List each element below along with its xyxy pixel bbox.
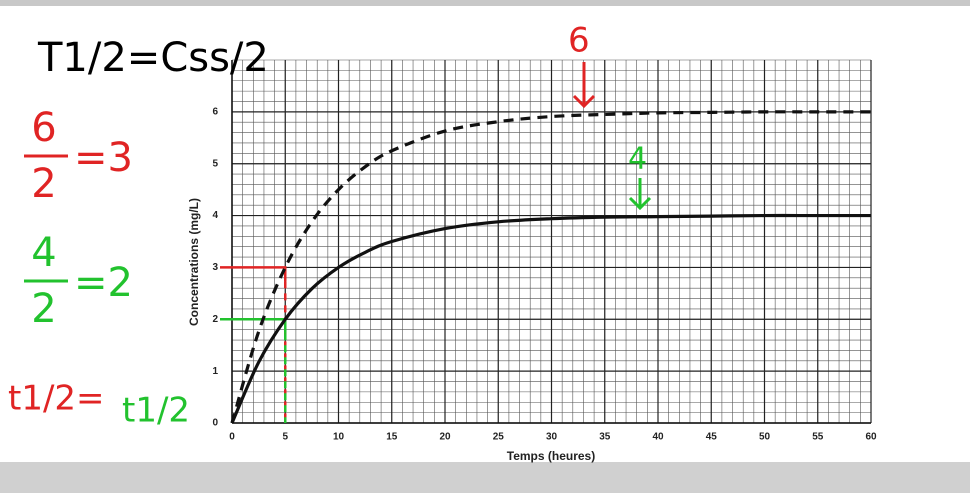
bottom-border bbox=[0, 462, 970, 493]
annotation-6: 6 bbox=[568, 21, 590, 61]
x-tick-label: 15 bbox=[386, 432, 398, 443]
x-tick-label: 35 bbox=[599, 432, 611, 443]
x-tick-label: 20 bbox=[439, 432, 451, 443]
y-tick-label: 1 bbox=[212, 366, 218, 377]
annotation-4: 4 bbox=[628, 142, 647, 177]
x-tick-label: 55 bbox=[812, 432, 824, 443]
fraction-red-result: =3 bbox=[74, 135, 133, 181]
half-life-red: t1/2= bbox=[8, 379, 105, 419]
fraction-green-denominator: 2 bbox=[31, 286, 56, 332]
top-border bbox=[0, 0, 970, 6]
x-tick-label: 30 bbox=[546, 432, 558, 443]
x-tick-label: 60 bbox=[865, 432, 877, 443]
fraction-green-numerator: 4 bbox=[31, 230, 56, 276]
formula: T1/2=Css/2 bbox=[37, 35, 269, 81]
x-axis-title: Temps (heures) bbox=[507, 449, 595, 463]
arrow bbox=[628, 178, 652, 211]
x-tick-label: 5 bbox=[282, 432, 288, 443]
y-tick-label: 2 bbox=[212, 314, 218, 325]
y-tick-label: 3 bbox=[212, 262, 218, 273]
x-tick-label: 45 bbox=[706, 432, 718, 443]
fraction-green-result: =2 bbox=[74, 260, 133, 306]
fraction-red-denominator: 2 bbox=[31, 161, 56, 207]
line bbox=[230, 110, 871, 424]
y-tick-label: 4 bbox=[212, 210, 218, 221]
x-tick-label: 40 bbox=[652, 432, 664, 443]
x-tick-label: 0 bbox=[229, 432, 235, 443]
fraction-red-numerator: 6 bbox=[31, 105, 56, 151]
line bbox=[230, 213, 871, 424]
y-tick-label: 5 bbox=[212, 158, 218, 169]
y-axis-title: Concentrations (mg/L) bbox=[187, 198, 201, 326]
x-tick-label: 50 bbox=[759, 432, 771, 443]
x-tick-label: 25 bbox=[493, 432, 505, 443]
arrow bbox=[572, 62, 596, 109]
x-tick-label: 10 bbox=[333, 432, 345, 443]
half-life-green: t1/2 bbox=[122, 391, 190, 431]
y-tick-label: 6 bbox=[212, 106, 218, 117]
y-tick-label: 0 bbox=[212, 418, 218, 429]
guide-line bbox=[220, 266, 287, 282]
